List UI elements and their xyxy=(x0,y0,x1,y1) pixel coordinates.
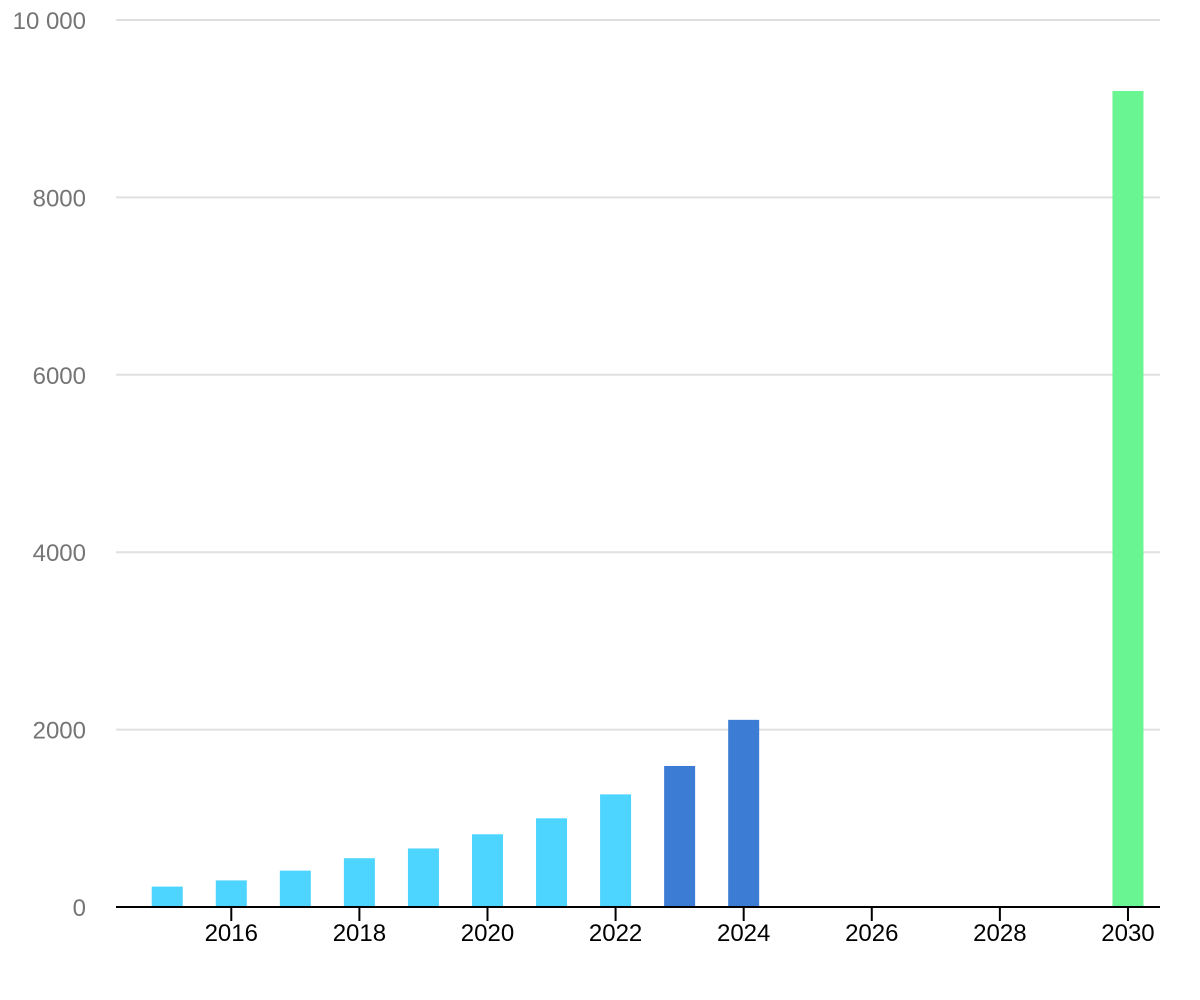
y-axis-tick-labels: 0 2000 4000 6000 8000 10 000 xyxy=(13,8,86,922)
bar-2018 xyxy=(343,858,375,907)
x-tick-label: 2018 xyxy=(333,920,386,947)
bar-2016 xyxy=(215,880,247,907)
y-tick-label: 10 000 xyxy=(13,8,86,35)
bar-2017 xyxy=(279,870,311,907)
bar-2021 xyxy=(536,818,568,907)
y-tick-label: 6000 xyxy=(33,363,86,390)
x-tick-label: 2028 xyxy=(973,920,1026,947)
bar-2015 xyxy=(151,886,183,907)
bar-2022 xyxy=(600,794,632,907)
x-axis xyxy=(116,906,1160,921)
x-tick-label: 2022 xyxy=(589,920,642,947)
bar-2030 xyxy=(1112,90,1144,907)
bars xyxy=(151,90,1144,907)
gridlines xyxy=(116,19,1160,731)
x-tick-label: 2024 xyxy=(717,920,770,947)
x-tick-label: 2030 xyxy=(1101,920,1154,947)
y-tick-label: 8000 xyxy=(33,185,86,212)
y-tick-label: 4000 xyxy=(33,540,86,567)
bar-2019 xyxy=(407,848,439,907)
x-tick-label: 2026 xyxy=(845,920,898,947)
bar-2020 xyxy=(471,834,503,907)
y-tick-label: 2000 xyxy=(33,718,86,745)
bar-2023 xyxy=(664,765,696,907)
x-tick-label: 2016 xyxy=(205,920,258,947)
x-tick-label: 2020 xyxy=(461,920,514,947)
bar-2024 xyxy=(728,719,760,907)
y-tick-label: 0 xyxy=(73,895,86,922)
x-axis-tick-labels: 2016 2018 2020 2022 2024 2026 2028 2030 xyxy=(205,920,1155,947)
